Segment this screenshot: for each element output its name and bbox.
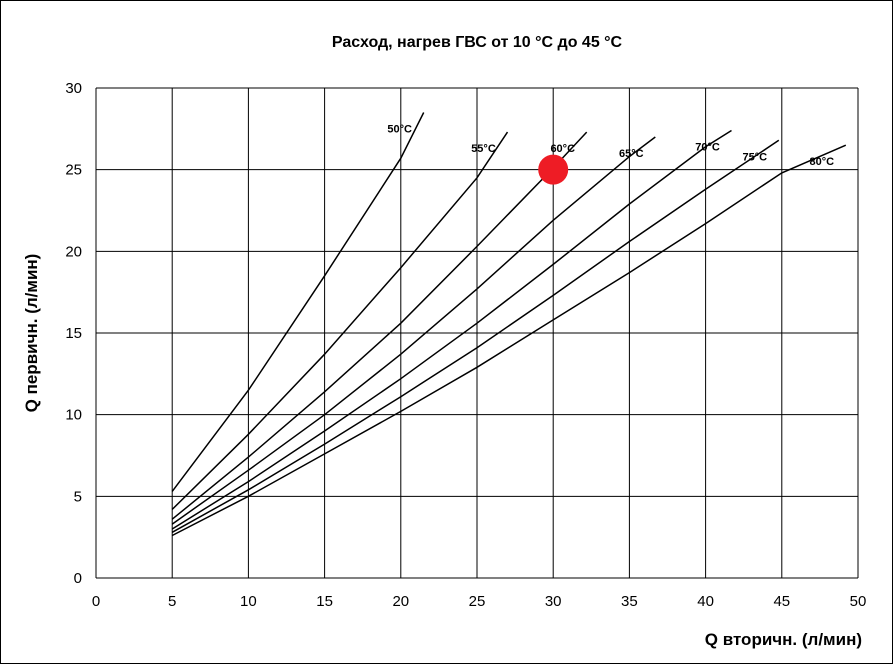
y-tick-label: 30: [65, 80, 82, 97]
highlight-marker: [538, 154, 569, 185]
y-tick-label: 5: [74, 488, 82, 505]
y-tick-label: 15: [65, 325, 82, 342]
y-tick-label: 0: [74, 570, 82, 587]
x-tick-label: 0: [92, 593, 100, 610]
x-axis-title: Q вторичн. (л/мин): [705, 630, 862, 649]
x-tick-label: 45: [773, 593, 790, 610]
series-lines: [171, 112, 847, 537]
x-tick-label: 25: [469, 593, 486, 610]
x-tick-label: 20: [392, 593, 409, 610]
series-line: [171, 129, 732, 530]
series-label: 80°C: [810, 156, 835, 168]
series-label: 60°C: [550, 143, 575, 155]
highlight-point: [538, 154, 569, 185]
x-tick-label: 35: [621, 593, 638, 610]
x-tick-label: 50: [850, 593, 867, 610]
series-line: [171, 131, 509, 510]
series-label: 50°C: [387, 124, 412, 136]
y-tick-label: 20: [65, 243, 82, 260]
series-line: [171, 144, 847, 537]
x-tick-label: 10: [240, 593, 257, 610]
series-label: 75°C: [742, 151, 767, 163]
series-label: 70°C: [695, 141, 720, 153]
y-tick-labels: 0 5 10 15 20 25 30: [65, 80, 82, 587]
x-tick-label: 30: [545, 593, 562, 610]
chart-title: Расход, нагрев ГВС от 10 °C до 45 °C: [332, 34, 623, 51]
x-tick-label: 5: [168, 593, 176, 610]
series-label: 65°C: [619, 148, 644, 160]
series-line: [171, 139, 780, 533]
series-line: [171, 112, 425, 492]
x-tick-label: 15: [316, 593, 333, 610]
x-tick-labels: 0 5 10 15 20 25 30 35 40 45 50: [92, 593, 867, 610]
y-axis-title: Q первичн. (л/мин): [22, 254, 41, 413]
series-labels: 50°C 55°C 60°C 65°C 70°C 75°C 80°C: [387, 124, 834, 169]
y-tick-label: 25: [65, 162, 82, 179]
x-tick-label: 40: [697, 593, 714, 610]
grid: [95, 87, 859, 579]
series-label: 55°C: [471, 143, 496, 155]
series-line: [171, 136, 656, 525]
y-tick-label: 10: [65, 407, 82, 424]
